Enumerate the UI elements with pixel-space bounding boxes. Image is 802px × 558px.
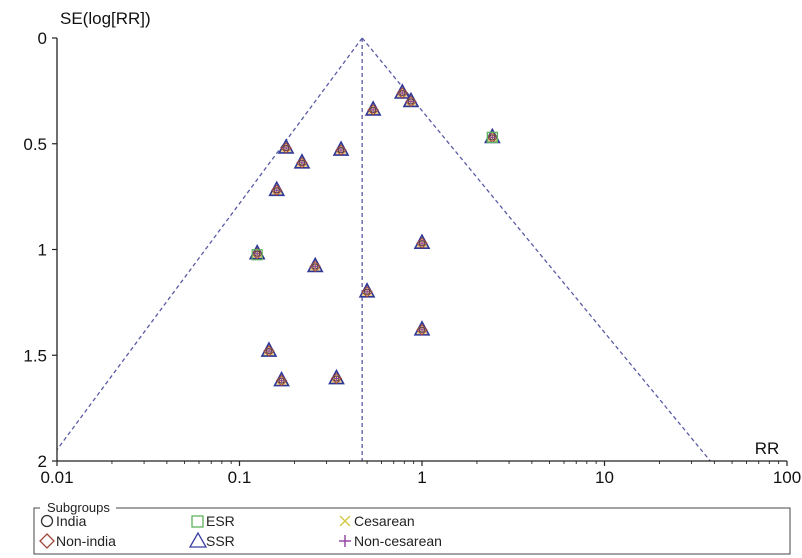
legend-label: ESR: [206, 513, 235, 529]
data-point: [306, 256, 324, 273]
legend-label: Non-cesarean: [354, 533, 442, 549]
legend-diamond-icon: [39, 533, 55, 549]
y-ticks: 0 0.5 1 1.5 2: [23, 29, 57, 471]
data-point: [364, 100, 382, 116]
data-point: [402, 91, 420, 108]
data-point: [248, 244, 266, 261]
legend-frame: [33, 507, 791, 555]
data-point: [268, 180, 286, 197]
data-point: [260, 341, 278, 357]
legend-title-bg: [40, 501, 116, 515]
legend-item: India: [40, 513, 87, 529]
x-tick-label: 0.1: [228, 468, 252, 487]
x-ticks: 0.01 0.1 1 10 100: [40, 461, 801, 487]
x-tick-label: 100: [773, 468, 801, 487]
y-tick-label: 2: [38, 452, 47, 471]
y-tick-label: 0: [38, 29, 47, 48]
legend-item: Cesarean: [339, 513, 415, 529]
legend-title: Subgroups: [47, 500, 110, 515]
data-point: [273, 370, 290, 387]
y-tick-label: 1: [38, 241, 47, 260]
data-points: [248, 83, 501, 387]
funnel-right-line: [361, 37, 711, 461]
x-axis-label: RR: [755, 439, 780, 458]
y-axis-label: SE(log[RR]): [60, 9, 151, 28]
legend-item: ESR: [191, 513, 235, 529]
data-point: [332, 140, 350, 156]
legend-circle-icon: [40, 514, 54, 528]
legend: Subgroups India Non-india ESR SSR Cesarean No…: [33, 500, 791, 555]
y-tick-label: 1.5: [23, 346, 47, 365]
data-point: [293, 153, 311, 169]
legend-label: India: [56, 513, 87, 529]
x-tick-label: 0.01: [40, 468, 73, 487]
legend-label: Cesarean: [354, 513, 415, 529]
legend-square-icon: [191, 515, 204, 528]
data-point: [328, 368, 345, 385]
x-tick-label: 1: [417, 468, 426, 487]
data-point: [413, 233, 431, 249]
legend-item: Non-india: [39, 533, 116, 549]
data-point: [393, 83, 411, 99]
legend-label: Non-india: [56, 533, 116, 549]
data-point: [413, 320, 431, 336]
legend-x-icon: [339, 515, 351, 527]
y-tick-label: 0.5: [23, 135, 47, 154]
x-tick-label: 10: [595, 468, 614, 487]
legend-label: SSR: [206, 533, 235, 549]
data-point: [358, 282, 376, 298]
funnel-guides: [57, 37, 711, 461]
legend-item: Non-cesarean: [339, 533, 442, 549]
data-point: [277, 138, 295, 154]
funnel-left-line: [57, 37, 363, 451]
data-point: [484, 127, 501, 144]
legend-item: SSR: [188, 531, 235, 549]
legend-triangle-icon: [188, 531, 208, 548]
